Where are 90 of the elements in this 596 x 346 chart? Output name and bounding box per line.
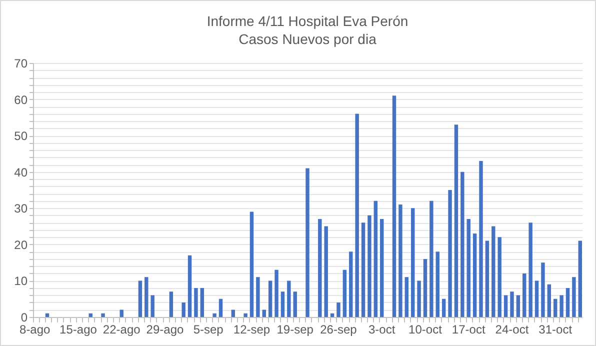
bar (498, 237, 502, 317)
bar (231, 310, 235, 317)
bar (120, 310, 124, 317)
bar (194, 288, 198, 317)
bar (553, 298, 558, 317)
bar (442, 298, 446, 317)
bar (45, 313, 50, 317)
x-tick-label: 5-sep (193, 322, 224, 336)
bar (280, 292, 285, 317)
bar (436, 252, 440, 317)
bar (244, 313, 248, 317)
x-tick-label: 17-oct (452, 322, 486, 336)
bar (342, 270, 347, 317)
x-tick-label: 29-ago (146, 322, 184, 336)
bar (492, 226, 496, 317)
chart-title: Informe 4/11 Hospital Eva Perón (206, 13, 408, 29)
y-tick-label: 0 (20, 310, 28, 324)
bar (169, 292, 174, 317)
bar (466, 219, 470, 317)
x-tick-label: 24-oct (495, 322, 530, 336)
bar (336, 302, 340, 317)
bar (218, 298, 223, 317)
bar (293, 292, 297, 317)
bar (516, 295, 520, 317)
bar (423, 258, 428, 317)
bar (417, 280, 421, 317)
bar (472, 234, 477, 317)
x-tick-label: 26-sep (320, 322, 358, 336)
bar (374, 200, 378, 317)
y-tick-label: 50 (14, 129, 28, 144)
bar (485, 240, 490, 317)
chart-subtitle: Casos Nuevos por dia (238, 31, 377, 47)
bar (510, 292, 514, 317)
bar (454, 124, 458, 317)
bar (324, 226, 328, 317)
bar (410, 208, 415, 317)
bar (398, 204, 402, 317)
bar (349, 252, 353, 317)
bar (534, 280, 539, 317)
x-tick-label: 19-sep (276, 322, 314, 336)
y-tick-label: 70 (14, 56, 28, 70)
bar (392, 96, 396, 317)
bar (368, 215, 372, 317)
bar (150, 295, 154, 317)
x-tick-label: 10-oct (408, 322, 443, 336)
x-tick-label: 31-oct (538, 322, 573, 336)
bar (144, 277, 148, 317)
bar (330, 313, 334, 317)
bar (380, 219, 384, 317)
y-tick-label: 20 (14, 238, 28, 252)
bar (430, 200, 434, 317)
bar (504, 295, 508, 317)
bar (572, 277, 576, 317)
bar (560, 295, 564, 317)
bar (541, 262, 545, 317)
bar (101, 313, 105, 317)
x-tick-label: 12-sep (233, 322, 270, 336)
bar (547, 284, 552, 317)
x-tick-label: 22-ago (102, 322, 141, 336)
bar (460, 172, 464, 317)
x-tick-label: 3-oct (368, 322, 396, 336)
bar (306, 168, 310, 317)
bar (361, 222, 366, 317)
x-tick-label: 8-ago (20, 322, 51, 336)
y-tick-label: 40 (14, 165, 28, 180)
y-tick-label: 60 (14, 92, 28, 107)
bar (256, 277, 260, 317)
bar (578, 240, 582, 317)
bar (182, 302, 186, 317)
bar (88, 313, 92, 317)
bar (250, 212, 254, 317)
bar (522, 273, 526, 317)
bar (448, 190, 452, 317)
bar (528, 222, 532, 317)
x-tick-label: 15-ago (60, 322, 98, 336)
y-tick-label: 10 (14, 274, 28, 288)
bar (479, 160, 483, 317)
bar (212, 313, 216, 317)
bar (287, 280, 291, 317)
y-tick-label: 30 (14, 202, 28, 216)
bar (355, 114, 359, 317)
bar (188, 255, 192, 317)
bar (274, 270, 278, 317)
bar (318, 219, 322, 317)
bar (138, 280, 142, 317)
bar (200, 288, 204, 317)
bar (404, 277, 408, 317)
bar (566, 288, 570, 317)
bar (262, 310, 266, 317)
bar (268, 280, 272, 317)
